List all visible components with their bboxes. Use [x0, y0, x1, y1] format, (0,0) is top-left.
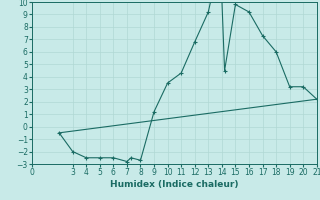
- X-axis label: Humidex (Indice chaleur): Humidex (Indice chaleur): [110, 180, 239, 189]
